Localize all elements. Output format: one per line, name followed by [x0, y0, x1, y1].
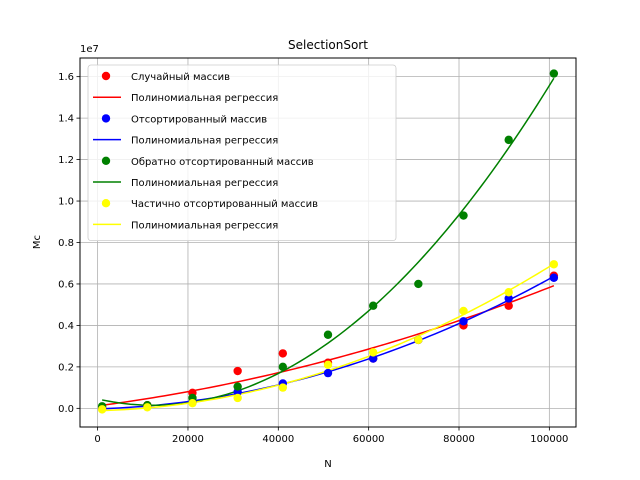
y-tick-label: 0.0 [58, 404, 74, 415]
data-point-series-2 [504, 294, 513, 303]
data-point-series-3 [414, 279, 423, 289]
y-tick-label: 1.6 [58, 72, 74, 83]
legend-label: Случайный массив [131, 72, 230, 83]
data-point-series-3 [278, 362, 288, 372]
x-tick-label: 40000 [262, 434, 294, 445]
data-point-series-3 [368, 301, 378, 310]
data-point-series-4 [504, 288, 513, 297]
data-point-series-3 [323, 330, 333, 339]
legend-label: Полиномиальная регрессия [131, 220, 278, 231]
data-point-series-1 [233, 366, 242, 376]
y-tick-label: 0.2 [58, 362, 74, 373]
legend-label: Полиномиальная регрессия [131, 93, 278, 104]
x-tick-label: 100000 [530, 434, 568, 445]
legend-box [87, 64, 397, 242]
y-axis-ticks: 0.0 0.2 0.4 0.6 0.8 1.0 1.2 1.4 1.6 [58, 72, 80, 415]
legend-marker [101, 199, 111, 208]
x-tick-label: 60000 [353, 434, 385, 445]
y-axis-label: Мс [32, 235, 43, 249]
x-tick-label: 80000 [443, 434, 475, 445]
data-point-series-4 [414, 335, 423, 345]
data-point-series-1 [504, 301, 513, 310]
data-point-series-4 [188, 398, 197, 408]
data-point-series-3 [459, 211, 468, 220]
legend-marker [101, 71, 111, 81]
data-point-series-4 [368, 348, 378, 357]
legend-label: Полиномиальная регрессия [131, 136, 278, 147]
data-point-series-2 [368, 354, 378, 363]
y-tick-label: 1.4 [58, 114, 74, 125]
data-point-series-4 [143, 403, 152, 412]
data-point-series-4 [459, 306, 468, 316]
data-point-series-2 [459, 317, 468, 326]
data-point-series-2 [323, 368, 333, 378]
legend-label: Обратно отсортированный массив [131, 157, 314, 168]
x-axis-label: N [324, 459, 331, 470]
legend-marker [101, 114, 111, 123]
legend: Случайный массив Полиномиальная регрессия… [87, 64, 397, 242]
legend-label: Отсортированный массив [131, 114, 267, 125]
data-point-series-4 [549, 260, 559, 269]
data-point-series-3 [504, 135, 513, 145]
data-point-series-4 [233, 393, 242, 403]
data-point-series-2 [549, 273, 559, 282]
legend-label: Частично отсортированный массив [131, 199, 318, 210]
data-point-series-4 [97, 405, 107, 414]
x-tick-label: 20000 [172, 434, 204, 445]
data-point-series-3 [549, 69, 559, 78]
data-point-series-3 [233, 382, 242, 391]
y-tick-label: 1.0 [58, 197, 74, 208]
data-point-series-4 [278, 383, 288, 392]
x-tick-label: 0 [94, 434, 100, 445]
y-tick-label: 0.8 [58, 238, 74, 249]
legend-label: Полиномиальная регрессия [131, 178, 278, 189]
y-tick-label: 1.2 [58, 155, 74, 166]
chart-title: SelectionSort [288, 38, 368, 52]
data-point-series-4 [323, 360, 333, 370]
y-tick-label: 0.4 [58, 321, 74, 332]
y-tick-label: 0.6 [58, 279, 74, 290]
x-axis-ticks: 0 20000 40000 60000 80000 100000 [94, 427, 568, 445]
data-points [97, 69, 559, 414]
legend-marker [101, 156, 111, 165]
data-point-series-1 [278, 349, 288, 358]
y-axis-offset-text: 1e7 [80, 44, 99, 55]
